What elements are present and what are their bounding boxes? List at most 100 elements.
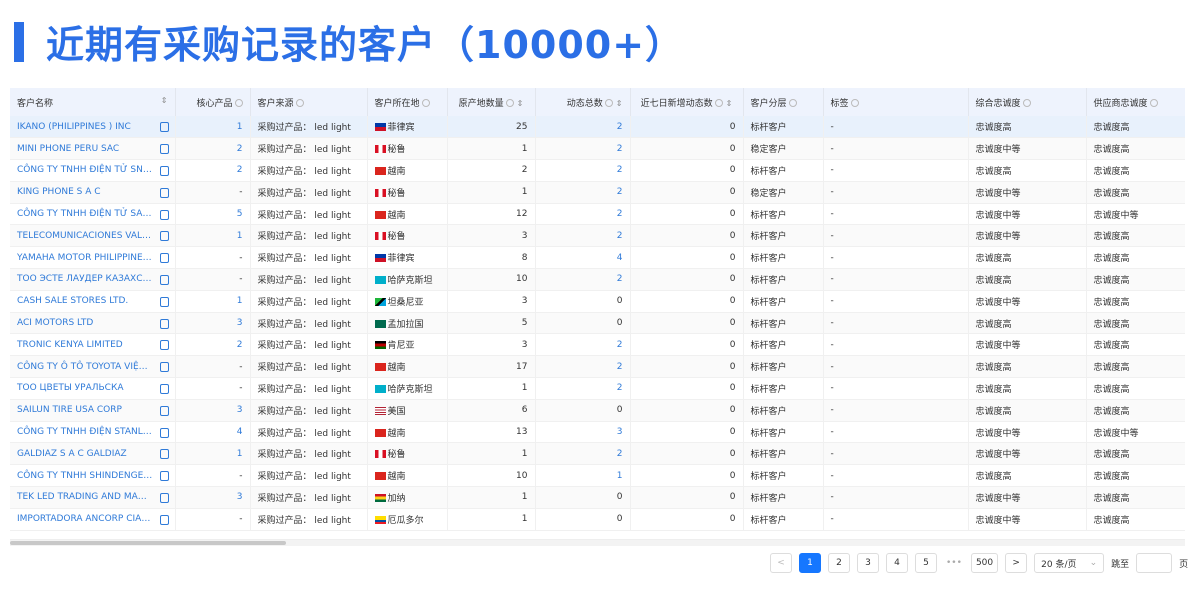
table-row[interactable]: KING PHONE S A C - 采购过产品： led light 秘鲁 1 2 0 稳定… [10, 181, 1185, 204]
horizontal-scrollbar[interactable] [10, 540, 1185, 546]
customer-name-link[interactable]: YAMAHA MOTOR PHILIPPINES I... [17, 252, 163, 263]
jump-page-input[interactable] [1136, 553, 1173, 573]
sort-icon[interactable]: ⇕ [615, 98, 623, 108]
copy-icon[interactable] [159, 231, 169, 242]
customer-name-cell[interactable]: CÔNG TY TNHH ĐIỆN STANLEY... [10, 421, 176, 444]
customer-name-link[interactable]: TELECOMUNICACIONES VALLE ... [17, 230, 165, 241]
customer-name-link[interactable]: MINI PHONE PERU SAC [17, 143, 120, 154]
customer-name-cell[interactable]: CÔNG TY TNHH ĐIỆN TỬ SNC ... [10, 159, 176, 182]
sort-icon[interactable]: ⇕ [160, 95, 168, 105]
customer-name-cell[interactable]: TRONIC KENYA LIMITED [10, 333, 176, 357]
core-product-count[interactable]: 2 [175, 333, 251, 357]
customer-name-link[interactable]: IMPORTADORA ANCORP CIA LT... [17, 514, 161, 525]
column-header[interactable]: 客户来源 [250, 88, 368, 116]
table-row[interactable]: SAILUN TIRE USA CORP 3 采购过产品： led light 美国 6… [10, 399, 1185, 422]
core-product-count[interactable]: 3 [175, 399, 251, 422]
table-row[interactable]: CÔNG TY Ô TÔ TOYOTA VIỆT N... - 采购过产品： led… [10, 355, 1185, 379]
dynamic-total[interactable]: 2 [535, 442, 631, 466]
table-row[interactable]: CASH SALE STORES LTD. 1 采购过产品： led light 坦桑… [10, 290, 1185, 313]
core-product-count[interactable]: 1 [175, 116, 251, 139]
column-header[interactable]: 综合忠诚度 [968, 88, 1087, 116]
customer-name-cell[interactable]: TEK LED TRADING AND MANUF... [10, 486, 176, 509]
dynamic-total[interactable]: 2 [535, 137, 631, 161]
customer-name-link[interactable]: CÔNG TY TNHH SHINDENGEN ... [17, 470, 162, 481]
dynamic-total[interactable]: 3 [535, 421, 631, 444]
table-row[interactable]: TELECOMUNICACIONES VALLE ... 1 采购过产品： led … [10, 224, 1185, 248]
customer-name-cell[interactable]: CÔNG TY TNHH ĐIỆN TỬ SAMS... [10, 203, 176, 226]
table-row[interactable]: IMPORTADORA ANCORP CIA LT... - 采购过产品： led … [10, 508, 1185, 531]
info-icon[interactable] [850, 98, 859, 107]
customer-name-cell[interactable]: ACI MOTORS LTD [10, 312, 176, 335]
column-header[interactable]: 客户名称 ⇕ [10, 88, 176, 116]
info-icon[interactable] [604, 98, 613, 107]
table-row[interactable]: TOO ЦВЕТЫ УРАЛЬСКА - 采购过产品： led light 哈萨克斯坦… [10, 377, 1185, 400]
column-header[interactable]: 原产地数量 ⇕ [447, 88, 536, 116]
copy-icon[interactable] [159, 187, 169, 198]
ellipsis[interactable]: ••• [946, 558, 962, 568]
customer-name-link[interactable]: CÔNG TY Ô TÔ TOYOTA VIỆT N... [17, 361, 163, 372]
customer-name-link[interactable]: TRONIC KENYA LIMITED [17, 339, 123, 350]
customer-name-link[interactable]: TEK LED TRADING AND MANUF... [17, 492, 164, 503]
page-size-select[interactable]: 20 条/页 ⌄ [1034, 553, 1105, 573]
core-product-count[interactable]: 1 [175, 224, 251, 248]
core-product-count[interactable]: 3 [175, 312, 251, 335]
customer-name-link[interactable]: TOO ЦВЕТЫ УРАЛЬСКА [17, 383, 124, 394]
core-product-count[interactable]: 1 [175, 290, 251, 313]
info-icon[interactable] [1149, 98, 1158, 107]
copy-icon[interactable] [159, 296, 169, 307]
core-product-count[interactable]: 4 [175, 421, 251, 444]
customer-name-link[interactable]: CÔNG TY TNHH ĐIỆN TỬ SNC ... [17, 165, 161, 176]
customer-name-cell[interactable]: GALDIAZ S A C GALDIAZ [10, 442, 176, 466]
customer-name-link[interactable]: KING PHONE S A C [17, 187, 101, 198]
customer-name-link[interactable]: CASH SALE STORES LTD. [17, 296, 129, 307]
info-icon[interactable] [1022, 98, 1031, 107]
table-row[interactable]: CÔNG TY TNHH ĐIỆN TỬ SAMS... 5 采购过产品： led … [10, 203, 1185, 226]
scrollbar-thumb[interactable] [10, 541, 286, 545]
customer-name-cell[interactable]: TELECOMUNICACIONES VALLE ... [10, 224, 176, 248]
table-row[interactable]: MINI PHONE PERU SAC 2 采购过产品： led light 秘鲁 1 2… [10, 137, 1185, 161]
prev-page-button[interactable]: < [770, 553, 792, 573]
customer-name-cell[interactable]: IKANO (PHILIPPINES ) INC [10, 116, 176, 139]
dynamic-total[interactable]: 2 [535, 268, 631, 291]
copy-icon[interactable] [159, 166, 169, 177]
dynamic-total[interactable]: 2 [535, 203, 631, 226]
customer-name-cell[interactable]: SAILUN TIRE USA CORP [10, 399, 176, 422]
dynamic-total[interactable]: 2 [535, 355, 631, 379]
copy-icon[interactable] [159, 493, 169, 504]
page-2-button[interactable]: 2 [828, 553, 850, 573]
page-1-button[interactable]: 1 [799, 553, 821, 573]
copy-icon[interactable] [159, 318, 169, 329]
core-product-count[interactable]: 5 [175, 203, 251, 226]
core-product-count[interactable]: 1 [175, 442, 251, 466]
copy-icon[interactable] [159, 275, 169, 286]
table-row[interactable]: TRONIC KENYA LIMITED 2 采购过产品： led light 肯尼亚… [10, 333, 1185, 357]
copy-icon[interactable] [159, 471, 169, 482]
table-row[interactable]: YAMAHA MOTOR PHILIPPINES I... - 采购过产品： led… [10, 246, 1185, 270]
info-icon[interactable] [714, 98, 723, 107]
page-3-button[interactable]: 3 [857, 553, 879, 573]
dynamic-total[interactable]: 4 [535, 246, 631, 270]
copy-icon[interactable] [159, 253, 169, 264]
customer-name-link[interactable]: GALDIAZ S A C GALDIAZ [17, 448, 127, 459]
info-icon[interactable] [505, 98, 514, 107]
table-row[interactable]: TOO ЭСТЕ ЛАУДЕР КАЗАХСТАН - 采购过产品： led lig… [10, 268, 1185, 291]
customer-name-link[interactable]: SAILUN TIRE USA CORP [17, 405, 122, 416]
copy-icon[interactable] [159, 384, 169, 395]
customer-name-link[interactable]: ACI MOTORS LTD [17, 318, 94, 329]
dynamic-total[interactable]: 2 [535, 116, 631, 139]
customer-name-cell[interactable]: TOO ЭСТЕ ЛАУДЕР КАЗАХСТАН [10, 268, 176, 291]
column-header[interactable]: 标签 [823, 88, 969, 116]
customer-name-cell[interactable]: MINI PHONE PERU SAC [10, 137, 176, 161]
dynamic-total[interactable]: 2 [535, 181, 631, 204]
table-row[interactable]: IKANO (PHILIPPINES ) INC 1 采购过产品： led ligh… [10, 116, 1185, 139]
table-row[interactable]: ACI MOTORS LTD 3 采购过产品： led light 孟加拉国 5 0 0 标杆… [10, 312, 1185, 335]
info-icon[interactable] [295, 98, 304, 107]
customer-name-cell[interactable]: IMPORTADORA ANCORP CIA LT... [10, 508, 176, 531]
dynamic-total[interactable]: 1 [535, 464, 631, 488]
column-header[interactable]: 客户所在地 [367, 88, 448, 116]
column-header[interactable]: 近七日新增动态数 ⇕ [630, 88, 744, 116]
copy-icon[interactable] [159, 144, 169, 155]
dynamic-total[interactable]: 2 [535, 224, 631, 248]
table-row[interactable]: CÔNG TY TNHH ĐIỆN TỬ SNC ... 2 采购过产品： led … [10, 159, 1185, 182]
customer-name-cell[interactable]: CÔNG TY Ô TÔ TOYOTA VIỆT N... [10, 355, 176, 379]
